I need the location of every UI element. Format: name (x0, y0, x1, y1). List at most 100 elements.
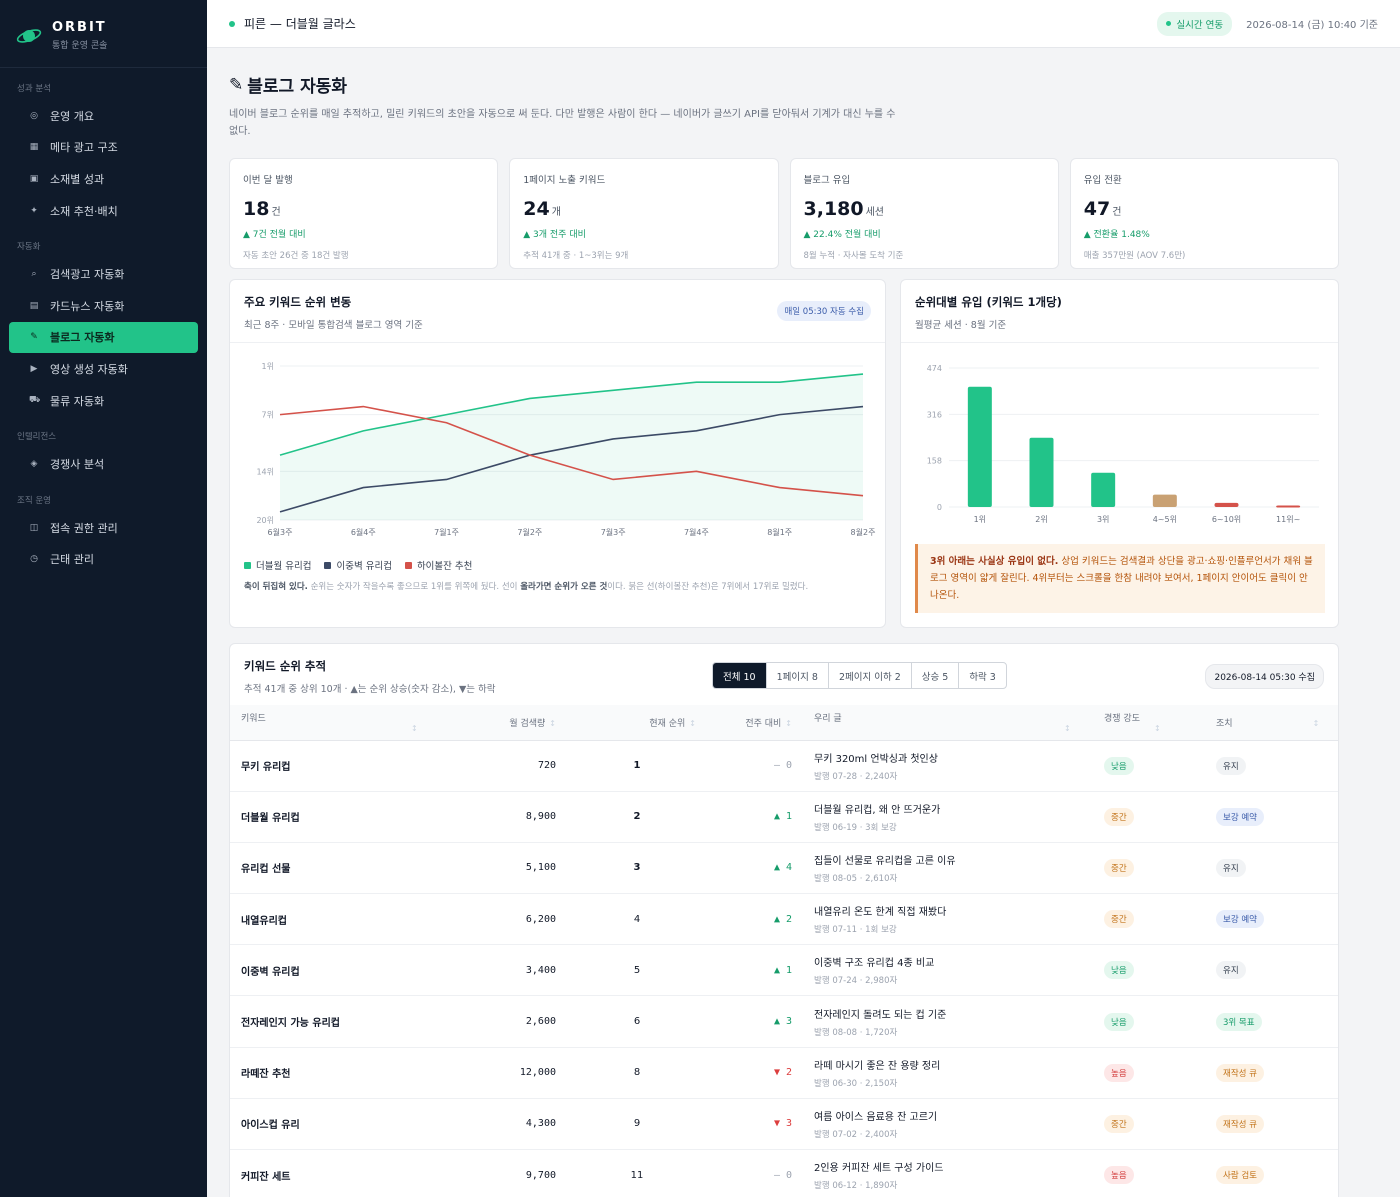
sidebar-item[interactable]: ▶ 영상 생성 자동화 (9, 353, 198, 385)
series-line (279, 373, 864, 456)
post-title[interactable]: 무키 320ml 언박싱과 첫인상 (814, 753, 938, 765)
y-tick-label: 158 (927, 457, 942, 466)
post-title[interactable]: 더블월 유리컵, 왜 안 뜨거운가 (814, 804, 941, 816)
post-meta: 발행 07-24 · 2,980자 (814, 976, 898, 987)
legend-item[interactable]: 하이볼잔 추천 (404, 558, 472, 572)
post-title[interactable]: 라떼 마시기 좋은 잔 용량 정리 (814, 1060, 941, 1072)
sidebar-item[interactable]: ✦ 소재 추천·배치 (9, 195, 198, 227)
table-row[interactable]: 커피잔 세트 9,700 11 — 0 2인용 커피잔 세트 구성 가이드 발행 … (230, 1149, 1338, 1197)
brand-name: ORBIT (52, 20, 107, 35)
table-row[interactable]: 이중벽 유리컵 3,400 5 ▲ 1 이중벽 구조 유리컵 4종 비교 발행 0… (230, 944, 1338, 997)
col-volume[interactable]: 월 검색량 ↕ (450, 705, 567, 741)
legend-item[interactable]: 더블월 유리컵 (244, 558, 311, 572)
note-bold: 축이 뒤집혀 있다. (244, 582, 308, 592)
action-badge[interactable]: 유지 (1216, 961, 1246, 980)
post-title[interactable]: 전자레인지 돌려도 되는 컵 기준 (814, 1009, 947, 1021)
post-meta: 발행 07-02 · 2,400자 (814, 1129, 898, 1140)
sidebar-item[interactable]: ▤ 카드뉴스 자동화 (9, 290, 198, 322)
sidebar-item-icon: ⌕ (31, 269, 37, 280)
tab-page2[interactable]: 2페이지 이하 2 (827, 663, 911, 688)
delta-cell: ▼ 2 (707, 1047, 803, 1099)
y-tick-label: 14위 (256, 467, 274, 476)
action-badge[interactable]: 재작성 큐 (1216, 1063, 1264, 1082)
rank-cell: 5 (567, 944, 707, 997)
post-cell[interactable]: 전자레인지 돌려도 되는 컵 기준 발행 08-08 · 1,720자 (803, 995, 1093, 1048)
action-cell: 보강 예약 (1205, 893, 1338, 946)
sidebar-item-label: 카드뉴스 자동화 (50, 299, 125, 313)
sidebar-item[interactable]: ⛟ 물류 자동화 (9, 385, 198, 417)
action-cell: 보강 예약 (1205, 791, 1338, 843)
post-meta: 발행 06-12 · 1,890자 (814, 1181, 898, 1192)
action-badge[interactable]: 3위 목표 (1216, 1012, 1262, 1031)
sidebar-item[interactable]: ◈ 경쟁사 분석 (9, 448, 198, 480)
tab-all[interactable]: 전체 10 (713, 663, 766, 688)
tab-page1[interactable]: 1페이지 8 (765, 663, 828, 688)
table-row[interactable]: 무키 유리컵 720 1 — 0 무키 320ml 언박싱과 첫인상 발행 07-… (230, 740, 1338, 792)
action-badge[interactable]: 재작성 큐 (1216, 1114, 1264, 1133)
action-badge[interactable]: 유지 (1216, 858, 1246, 877)
sidebar-item[interactable]: ⌕ 검색광고 자동화 (9, 258, 198, 290)
main: ✎ 블로그 자동화 네이버 블로그 순위를 매일 추적하고, 밀린 키워드의 초안… (229, 48, 1339, 269)
post-cell[interactable]: 더블월 유리컵, 왜 안 뜨거운가 발행 06-19 · 3회 보강 (803, 791, 1093, 843)
sidebar-item[interactable]: ◷ 근태 관리 (9, 544, 198, 576)
kpi-value: 47 건 (1084, 198, 1325, 220)
action-cell: 3위 목표 (1205, 995, 1338, 1048)
table-row[interactable]: 라떼잔 추천 12,000 8 ▼ 2 라떼 마시기 좋은 잔 용량 정리 발행 … (230, 1047, 1338, 1099)
col-competition[interactable]: 경쟁 강도 ↕ (1093, 705, 1205, 741)
kpi-value: 3,180 세션 (804, 198, 1045, 220)
tab-down[interactable]: 하락 3 (958, 663, 1006, 688)
post-cell[interactable]: 라떼 마시기 좋은 잔 용량 정리 발행 06-30 · 2,150자 (803, 1047, 1093, 1099)
kpi-label: 1페이지 노출 키워드 (523, 175, 606, 186)
sidebar-item-icon: ▤ (29, 300, 39, 311)
table-row[interactable]: 유리컵 선물 5,100 3 ▲ 4 집들이 선물로 유리컵을 고른 이유 발행 … (230, 842, 1338, 895)
table-row[interactable]: 아이스컵 유리 4,300 9 ▼ 3 여름 아이스 음료용 잔 고르기 발행 0… (230, 1098, 1338, 1151)
nav-section-label: 자동화 (17, 242, 41, 253)
post-cell[interactable]: 집들이 선물로 유리컵을 고른 이유 발행 08-05 · 2,610자 (803, 842, 1093, 895)
post-title[interactable]: 여름 아이스 음료용 잔 고르기 (814, 1111, 938, 1123)
kpi-card: 1페이지 노출 키워드 24 개 ▲ 3개 전주 대비 추적 41개 중 · 1~… (509, 158, 779, 269)
action-cell: 유지 (1205, 842, 1338, 895)
post-title[interactable]: 이중벽 구조 유리컵 4종 비교 (814, 958, 935, 970)
post-title[interactable]: 내열유리 온도 한계 직접 재봤다 (814, 907, 947, 919)
sidebar-nav: 성과 분석 ◎ 운영 개요 ▦ 메타 광고 구조 ▣ 소재별 성과 ✦ 소재 추천·배치 자동화 ⌕… (0, 82, 207, 575)
sidebar-item[interactable]: ▣ 소재별 성과 (9, 163, 198, 195)
sidebar-item[interactable]: ◫ 접속 권한 관리 (9, 512, 198, 544)
col-rank[interactable]: 현재 순위 ↕ (567, 705, 707, 741)
sidebar-item[interactable]: ▦ 메타 광고 구조 (9, 132, 198, 164)
kpi-label: 이번 달 발행 (243, 175, 293, 186)
tab-up[interactable]: 상승 5 (910, 663, 959, 688)
kpi-card: 블로그 유입 3,180 세션 ▲ 22.4% 전월 대비 8월 누적 · 자사몰… (789, 158, 1059, 269)
brand[interactable]: ORBIT 통합 운영 콘솔 (0, 0, 207, 68)
action-badge[interactable]: 사람 검토 (1216, 1166, 1264, 1185)
post-title[interactable]: 2인용 커피잔 세트 구성 가이드 (814, 1163, 944, 1175)
competition-cell: 중간 (1093, 842, 1205, 895)
col-post[interactable]: 우리 글 ↕ (803, 705, 1093, 741)
post-title[interactable]: 집들이 선물로 유리컵을 고른 이유 (814, 855, 956, 867)
col-action[interactable]: 조치 ↕ (1205, 705, 1338, 741)
delta-cell: ▲ 1 (707, 791, 803, 843)
workspace-title[interactable]: 피른 — 더블월 글라스 (244, 17, 356, 31)
action-badge[interactable]: 보강 예약 (1216, 807, 1264, 826)
competition-cell: 중간 (1093, 1098, 1205, 1151)
table-row[interactable]: 전자레인지 가능 유리컵 2,600 6 ▲ 3 전자레인지 돌려도 되는 컵 … (230, 995, 1338, 1048)
legend-item[interactable]: 이중벽 유리컵 (324, 558, 392, 572)
action-badge[interactable]: 유지 (1216, 756, 1246, 775)
sidebar-item[interactable]: ◎ 운영 개요 (9, 100, 198, 132)
kpi-change: ▲ 전환율 1.48% (1083, 230, 1150, 240)
col-keyword[interactable]: 키워드 ↕ (230, 705, 450, 741)
action-badge[interactable]: 보강 예약 (1216, 910, 1264, 929)
sidebar-item[interactable]: ✎ 블로그 자동화 (9, 321, 198, 354)
kpi-card: 유입 전환 47 건 ▲ 전환율 1.48% 매출 357만원 (AOV 7.6만… (1069, 158, 1339, 269)
action-cell: 유지 (1205, 944, 1338, 997)
table-row[interactable]: 더블월 유리컵 8,900 2 ▲ 1 더블월 유리컵, 왜 안 뜨거운가 발행 … (230, 791, 1338, 843)
post-cell[interactable]: 무키 320ml 언박싱과 첫인상 발행 07-28 · 2,240자 (803, 740, 1093, 792)
rank-cell: 11 (567, 1149, 707, 1197)
post-cell[interactable]: 내열유리 온도 한계 직접 재봤다 발행 07-11 · 1회 보강 (803, 893, 1093, 946)
table-row[interactable]: 내열유리컵 6,200 4 ▲ 2 내열유리 온도 한계 직접 재봤다 발행 07… (230, 893, 1338, 946)
keyword-cell: 커피잔 세트 (230, 1149, 450, 1197)
col-delta[interactable]: 전주 대비 ↕ (707, 705, 803, 741)
x-tick-label: 6~10위 (1212, 515, 1241, 524)
